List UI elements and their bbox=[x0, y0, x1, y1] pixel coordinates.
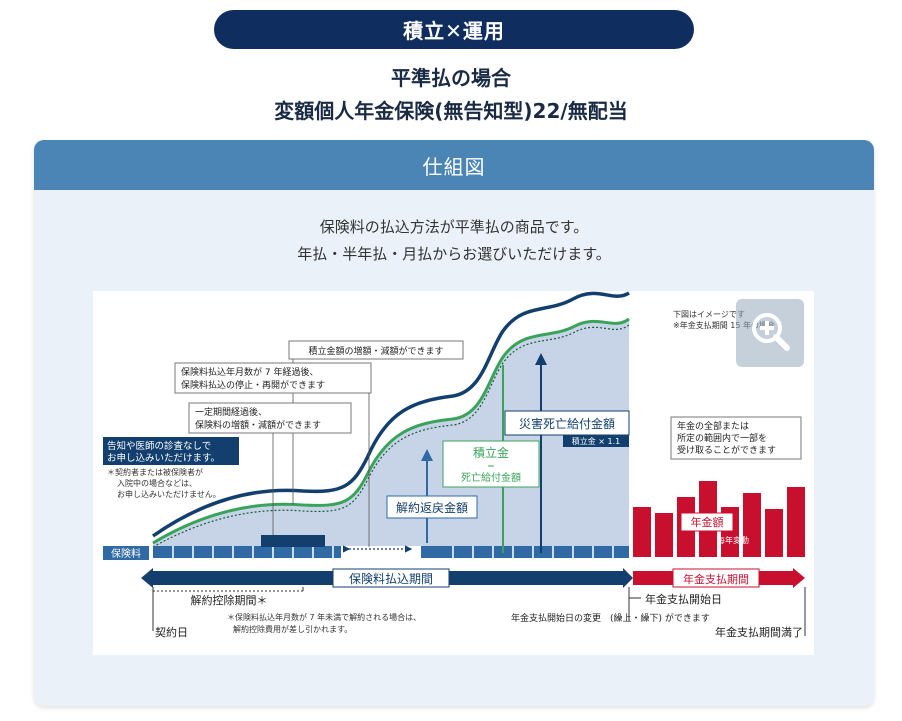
annuity-end-label: 年金支払期間満了 bbox=[715, 625, 803, 639]
annuity-start-label: 年金支払開始日 bbox=[645, 592, 722, 606]
annuity-note-2: 所定の範囲内で一部を bbox=[677, 432, 767, 444]
disaster-label: 災害死亡給付金額 bbox=[519, 416, 615, 431]
left-note-2: 入院中の場合などは、 bbox=[117, 478, 197, 488]
product-category-pill: 積立✕運用 bbox=[214, 10, 694, 49]
premium-pause-gap bbox=[341, 546, 421, 558]
callout-reserve-change: 積立金額の増額・減額ができます bbox=[308, 345, 443, 357]
mechanism-diagram[interactable]: 保険料 保険料払込期間 年金額 毎年変動 年金支払期間 解約返戻金額 積立金 ＝… bbox=[93, 291, 814, 655]
deduction-period-label: 解約控除期間＊ bbox=[191, 593, 268, 607]
callout-increase-1: 一定期間経過後、 bbox=[195, 406, 267, 418]
callout-pause-2: 保険料払込の停止・再開ができます bbox=[181, 379, 325, 391]
premium-label: 保険料 bbox=[111, 547, 141, 560]
disaster-line bbox=[151, 291, 630, 538]
callout-increase-2: 保険料の増額・減額ができます bbox=[195, 419, 321, 431]
left-note-1: ＊契約者または被保険者が bbox=[107, 467, 203, 477]
reserve-eq: ＝ bbox=[487, 462, 495, 471]
callout-no-exam-2: お申し込みいただけます。 bbox=[107, 452, 220, 464]
disaster-sub-label: 積立金 × 1.1 bbox=[572, 436, 621, 446]
callout-pause-1: 保険料払込年月数が 7 年経過後、 bbox=[181, 366, 318, 378]
deduction-note-1: ＊保険料払込年月数が 7 年未満で解約される場合は、 bbox=[227, 612, 421, 622]
annuity-label: 年金額 bbox=[691, 515, 724, 529]
annuity-bars bbox=[633, 481, 805, 557]
note-image-only: 下図はイメージです bbox=[673, 310, 745, 319]
left-note-3: お申し込みいただけません。 bbox=[117, 489, 221, 499]
reserve-label: 積立金 bbox=[473, 445, 509, 460]
diagram-svg: 保険料 保険料払込期間 年金額 毎年変動 年金支払期間 解約返戻金額 積立金 ＝… bbox=[103, 291, 806, 639]
annuity-note-1: 年金の全部または bbox=[677, 420, 749, 432]
page-title-product: 変額個人年金保険(無告知型)22/無配当 bbox=[274, 99, 628, 123]
panel-heading: 仕組図 bbox=[34, 140, 874, 190]
start-change-note: 年金支払開始日の変更 (繰上・繰下) ができます bbox=[511, 612, 710, 624]
note-annuity-years: ※年金支払期間 15 年の場合 bbox=[673, 320, 775, 330]
death-benefit-label: 死亡給付金額 bbox=[461, 471, 521, 484]
page-title-payment: 平準払の場合 bbox=[391, 66, 511, 90]
panel-description-2: 年払・半年払・月払からお選びいただけます。 bbox=[297, 245, 611, 263]
reserve-area bbox=[153, 319, 629, 549]
annuity-period-label: 年金支払期間 bbox=[683, 572, 749, 586]
callout-no-exam-1: 告知や医師の診査なしで bbox=[107, 440, 211, 452]
zoom-button[interactable] bbox=[736, 299, 804, 367]
zoom-in-icon bbox=[747, 308, 793, 358]
annuity-sub-label: 毎年変動 bbox=[717, 535, 749, 545]
contract-day-label: 契約日 bbox=[155, 625, 188, 639]
premium-label-box bbox=[103, 546, 149, 560]
deduction-note-2: 解約控除費用が差し引かれます。 bbox=[233, 624, 352, 634]
premium-bar-ticks bbox=[172, 546, 614, 558]
panel-description-1: 保険料の払込方法が平準払の商品です。 bbox=[319, 218, 589, 236]
annuity-note-3: 受け取ることができます bbox=[677, 444, 776, 456]
pill-label: 積立✕運用 bbox=[403, 19, 505, 43]
surrender-label: 解約返戻金額 bbox=[396, 500, 468, 515]
premium-period-label: 保険料払込期間 bbox=[349, 572, 433, 586]
premium-increase-block bbox=[261, 535, 325, 547]
reserve-line bbox=[152, 317, 630, 545]
